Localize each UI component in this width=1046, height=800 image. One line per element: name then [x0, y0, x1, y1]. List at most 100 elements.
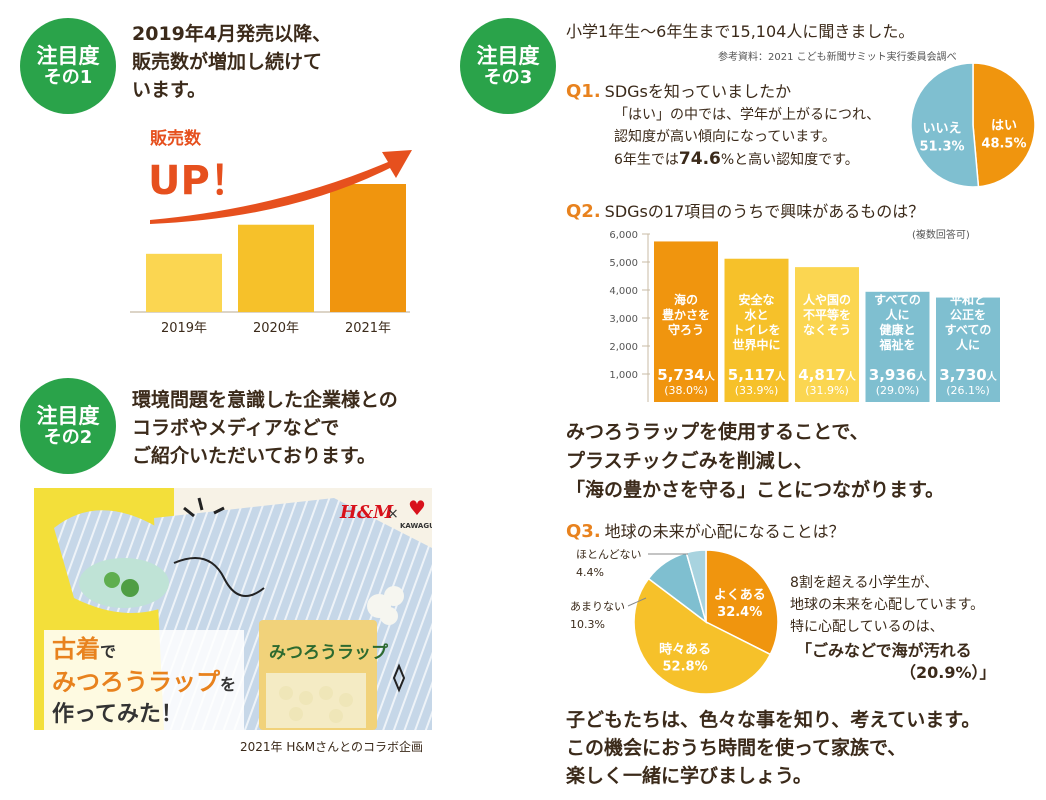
badge-2: 注目度 その2 [20, 378, 116, 474]
q2-bar-value: 5,734人 [657, 366, 715, 384]
q1-slice [972, 62, 1036, 188]
q3-slice-label: よくある [714, 588, 766, 603]
collab-photo: みつろうラップ H&M × ♥ KAWAGUCHI 古着で みつろうラップを 作… [34, 488, 432, 730]
photo-title: 古着で みつろうラップを 作ってみた！ [44, 630, 245, 730]
q3-body: 8割を超える小学生が、 地球の未来を心配しています。 特に心配しているのは、 「… [790, 572, 996, 684]
p3-lead: 小学1年生〜6年生まで15,104人に聞きました。 [566, 22, 915, 41]
q3-body-line: 地球の未来を心配しています。 [790, 597, 985, 613]
q3-heading: Q3. 地球の未来が心配になることは？ [566, 518, 845, 542]
q1-number: Q1. [566, 81, 601, 102]
sales-bar [330, 184, 406, 312]
q3-leader-line [627, 597, 647, 607]
q2-bar-category: 海の [674, 292, 698, 307]
q2-bar-value: 3,730人 [939, 366, 997, 384]
p2-lead-line: コラボやメディアなどで [132, 417, 340, 439]
q3-slice-label: あまりない [570, 600, 625, 613]
sales-bar [146, 253, 222, 312]
closing-line: 楽しく一緒に学びましょう。 [566, 765, 812, 787]
q2-y-tick: 6,000 [609, 230, 638, 241]
q1-body-line: 認知度が高い傾向になっています。 [614, 129, 836, 145]
q2-note: (複数回答可) [912, 230, 970, 241]
photo-title-line-1: 古着で [52, 634, 236, 667]
q1-slice [910, 62, 980, 188]
q2-bar-category: 健康と [879, 322, 915, 337]
q2-bar-percent: (33.9%) [735, 384, 779, 397]
q3-slice-label: ほとんどない [576, 548, 641, 561]
hm-logo: H&M [340, 502, 394, 523]
p1-lead-line: います。 [132, 79, 207, 101]
photo-title-line-2: みつろうラップを [52, 667, 236, 700]
q2-bar-category: 人に [956, 337, 980, 352]
q3-slice-value: 10.3% [570, 618, 605, 631]
q2-y-tick: 3,000 [609, 314, 638, 325]
sales-x-label: 2021年 [345, 321, 391, 336]
q2-bar-category: 豊かさを [662, 307, 710, 322]
kawaguchi-logo: KAWAGUCHI [400, 522, 432, 530]
q3-slice-value: 52.8% [663, 660, 708, 675]
q1-body-3b: 74.6 [678, 149, 721, 169]
q2-bar-unit: 人 [775, 370, 786, 383]
badge-3-sub: その3 [483, 66, 533, 88]
q1-body-line: 「はい」の中では、学年が上がるにつれ、 [614, 107, 881, 123]
q2-heading: Q2. SDGsの17項目のうちで興味があるものは？ [566, 198, 924, 222]
sales-x-label: 2019年 [161, 321, 207, 336]
badge-3: 注目度 その3 [460, 18, 556, 114]
sales-x-label: 2020年 [253, 321, 299, 336]
q2-bar-category: 公正を [950, 308, 986, 322]
q2-bar-unit: 人 [705, 370, 716, 383]
q2-bar [795, 267, 859, 402]
q1-body-line: 6年生では74.6%と高い認知度です。 [614, 148, 880, 171]
product-label: みつろうラップ [269, 643, 388, 663]
q2-bar-category: 平和と [950, 292, 986, 307]
q1-body: 「はい」の中では、学年が上がるにつれ、 認知度が高い傾向になっています。 6年生… [614, 104, 880, 171]
q1-slice-value: 51.3% [919, 139, 964, 154]
q3-body-line: 特に心配しているのは、 [790, 619, 944, 635]
q3-number: Q3. [566, 521, 601, 542]
sales-title: 販売数 [150, 128, 202, 149]
badge-2-sub: その2 [43, 426, 93, 448]
photo-title-1a: 古着 [52, 635, 100, 663]
badge-1: 注目度 その1 [20, 18, 116, 114]
sales-chart: 2019年 2020年 2021年 販売数 UP！ [130, 128, 412, 336]
heart-icon: ♥ [408, 496, 426, 520]
q2-bar-category: 不平等を [803, 307, 851, 322]
q2-bar-unit: 人 [916, 370, 927, 383]
q1-text: SDGsを知っていましたか [604, 82, 792, 101]
q2-bar-value: 3,936人 [869, 366, 927, 384]
badge-2-title: 注目度 [36, 403, 100, 428]
q2-bar-category: 水と [744, 307, 768, 322]
q1-slice-label: はい [991, 119, 1017, 134]
q2-bar-unit: 人 [987, 370, 998, 383]
p3-source: 参考資料：2021 こども新聞サミット実行委員会調べ [718, 52, 957, 63]
closing: 子どもたちは、色々な事を知り、考えています。 この機会におうち時間を使って家族で… [566, 706, 980, 790]
p2-lead-line: 環境問題を意識した企業様との [132, 389, 398, 411]
q3-slice [705, 549, 779, 656]
badge-1-sub: その1 [43, 66, 93, 88]
q2-bar-category: 世界中に [732, 337, 780, 352]
photo-caption: 2021年 H&Mさんとのコラボ企画 [240, 740, 423, 754]
q2-y-tick: 4,000 [609, 286, 638, 297]
q2-bar-category: 人や国の [803, 292, 851, 307]
q2-y-tick: 1,000 [609, 370, 638, 381]
photo-title-line-3: 作ってみた！ [52, 702, 183, 727]
up-arrow-icon [150, 150, 412, 224]
q1-heading: Q1. SDGsを知っていましたか [566, 78, 791, 102]
q2-y-tick: 2,000 [609, 342, 638, 353]
photo-title-2a: みつろうラップ [52, 668, 220, 696]
q3-body-line: 8割を超える小学生が、 [790, 575, 939, 591]
photo-title-1b: で [100, 642, 117, 661]
p1-lead: 2019年4月発売以降、 販売数が増加し続けて います。 [132, 20, 331, 104]
q3-slice-value: 4.4% [576, 566, 604, 579]
q3-text: 地球の未来が心配になることは？ [604, 522, 845, 541]
q3-pie-chart: よくある 32.4% 時々ある 52.8% あまりない 10.3% ほとんどない 4.4% [570, 548, 779, 695]
q2-number: Q2. [566, 201, 601, 222]
q2-bar [724, 258, 789, 402]
p2-lead-line: ご紹介いただいております。 [132, 445, 376, 467]
q2-bar [654, 241, 718, 402]
q1-body-3c: %と高い認知度です。 [720, 152, 859, 168]
q2-bar-category: なくそう [803, 323, 851, 337]
message-line: みつろうラップを使用することで、 [566, 421, 869, 443]
q3-quote-1: 「ごみなどで海が汚れる [796, 641, 972, 660]
q2-bar-category: すべての [945, 323, 992, 337]
